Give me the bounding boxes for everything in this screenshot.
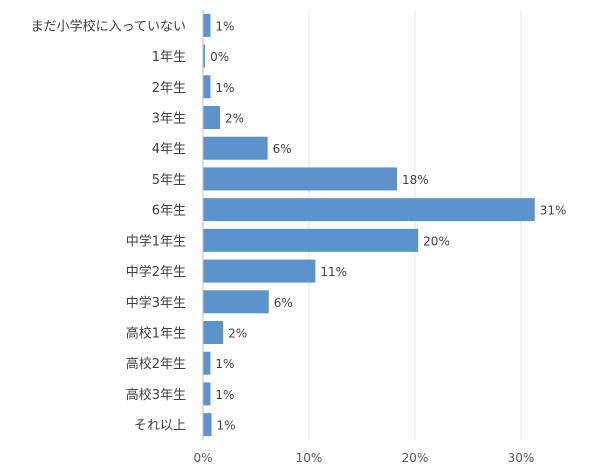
category-label: 中学3年生	[126, 295, 186, 311]
bar	[203, 413, 212, 437]
bar	[203, 198, 535, 222]
value-label: 1%	[215, 388, 234, 402]
category-label: 高校1年生	[126, 326, 186, 342]
gridlines	[308, 10, 522, 440]
category-label: 6年生	[152, 204, 186, 219]
value-label: 0%	[210, 50, 229, 64]
value-label: 1%	[215, 19, 234, 33]
value-label: 1%	[216, 419, 235, 433]
value-label: 20%	[423, 234, 450, 248]
value-label: 11%	[320, 265, 347, 279]
category-label: 高校3年生	[126, 387, 186, 403]
value-label: 1%	[215, 357, 234, 371]
category-label: 中学1年生	[126, 233, 186, 249]
bar	[203, 228, 419, 252]
bar	[203, 44, 206, 68]
value-label: 31%	[540, 204, 567, 218]
value-label: 18%	[402, 173, 429, 187]
category-label: 4年生	[152, 142, 186, 157]
x-tick-label: 0%	[193, 451, 212, 465]
value-label: 1%	[215, 81, 234, 95]
category-label: まだ小学校に入っていない	[31, 18, 186, 34]
x-axis-ticks: 0% 10% 20% 30%	[193, 451, 534, 465]
category-label: 1年生	[152, 50, 186, 65]
bar	[203, 106, 220, 129]
x-tick-label: 10%	[296, 451, 323, 465]
category-label: 高校2年生	[126, 356, 186, 372]
category-label: 2年生	[152, 81, 186, 96]
bar	[203, 259, 316, 283]
bar	[203, 75, 211, 99]
x-tick-label: 20%	[402, 451, 429, 465]
value-label: 6%	[273, 142, 292, 156]
category-label: 中学2年生	[126, 264, 186, 280]
category-label: 5年生	[152, 173, 186, 188]
bar	[203, 382, 211, 406]
bar	[203, 167, 397, 191]
bars	[203, 13, 535, 437]
category-label: 3年生	[152, 112, 186, 127]
value-label: 2%	[228, 327, 247, 341]
category-label: それ以上	[134, 419, 186, 434]
value-label: 6%	[274, 296, 293, 310]
bar	[203, 321, 224, 344]
value-label: 2%	[225, 112, 244, 126]
bar	[203, 351, 211, 375]
x-tick-label: 30%	[508, 451, 535, 465]
bar	[203, 290, 269, 314]
bar	[203, 13, 211, 37]
bar	[203, 136, 268, 160]
category-labels: まだ小学校に入っていない 1年生 2年生 3年生 4年生 5年生 6年生中学1年生中学2年生…	[31, 18, 186, 433]
value-labels: 1% 0% 1% 2% 6% 18% 31% 20% 11% 6% 2% 1% 1% 1%	[210, 19, 566, 432]
